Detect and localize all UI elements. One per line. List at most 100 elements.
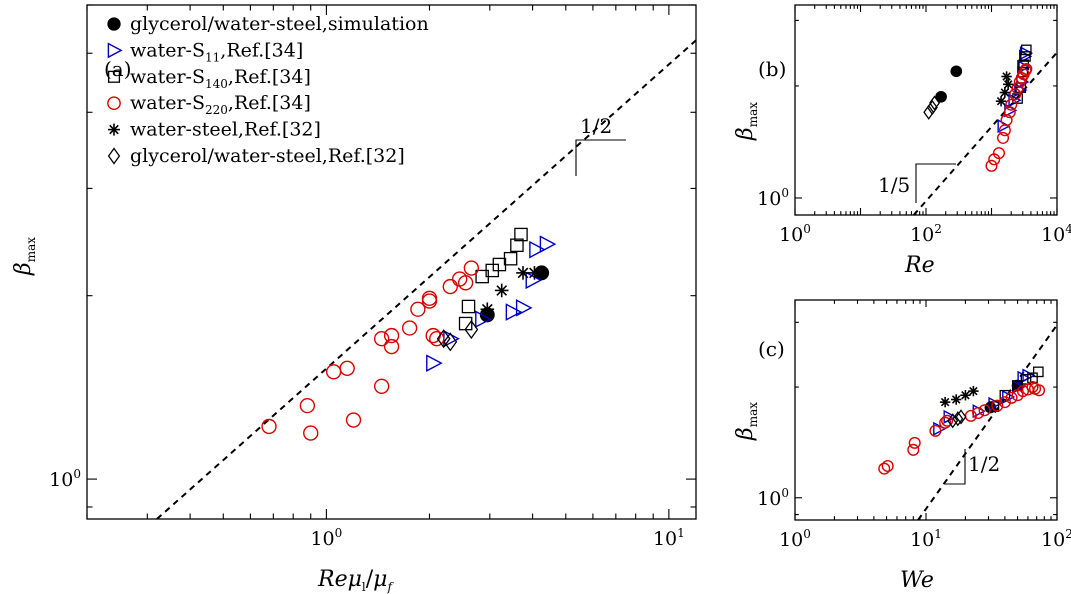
asterisk-stroke bbox=[1000, 88, 1010, 97]
legend-marker bbox=[107, 42, 123, 59]
data-point bbox=[1020, 44, 1032, 56]
data-point bbox=[947, 413, 959, 429]
legend-entry: glycerol/water-steel,Ref.[32] bbox=[107, 145, 405, 167]
data-point bbox=[510, 238, 524, 253]
panel-a-series-2 bbox=[458, 227, 528, 331]
data-point bbox=[999, 389, 1011, 401]
data-point bbox=[401, 320, 418, 336]
legend-marker bbox=[108, 123, 120, 136]
asterisk-stroke bbox=[481, 303, 493, 315]
data-point bbox=[939, 416, 952, 429]
data-point bbox=[933, 421, 947, 436]
data-point bbox=[985, 159, 998, 172]
panel-c-xlabel: We bbox=[900, 568, 934, 593]
panel-b-series-3 bbox=[985, 63, 1033, 172]
legend-label: glycerol/water-steel,Ref.[32] bbox=[130, 145, 405, 167]
panel-c-plot bbox=[878, 324, 1057, 520]
panel-c-series-5 bbox=[947, 409, 967, 429]
data-point bbox=[442, 278, 458, 295]
data-point bbox=[475, 310, 492, 329]
data-point bbox=[1032, 366, 1044, 378]
data-point bbox=[539, 235, 557, 253]
x-tick-label: 101 bbox=[910, 527, 942, 551]
panel-a-ylabel: βmax bbox=[11, 237, 38, 276]
data-point bbox=[421, 293, 438, 309]
x-tick-label: 104 bbox=[1041, 222, 1071, 246]
data-point bbox=[1027, 372, 1038, 384]
asterisk-stroke bbox=[951, 395, 961, 404]
data-point bbox=[939, 396, 951, 408]
x-tick-label: 100 bbox=[779, 527, 811, 551]
data-point bbox=[950, 394, 962, 405]
panel-a-series-4 bbox=[480, 266, 542, 317]
data-point bbox=[410, 301, 426, 317]
data-point bbox=[881, 459, 894, 473]
data-point bbox=[1001, 71, 1012, 82]
y-tick-label: 100 bbox=[49, 467, 81, 491]
data-point bbox=[968, 385, 979, 397]
x-tick-label: 100 bbox=[310, 526, 342, 550]
panel-c-label: (c) bbox=[758, 337, 785, 361]
data-point bbox=[1000, 113, 1013, 127]
data-point bbox=[1005, 391, 1018, 404]
legend-marker bbox=[107, 17, 121, 31]
data-point bbox=[527, 266, 542, 280]
panel-a: 100 101 100 glycerol/water-steel,simulatio… bbox=[11, 4, 697, 594]
data-point bbox=[325, 364, 342, 380]
legend-entry: water-S220,Ref.[34] bbox=[107, 92, 311, 117]
panel-a-ticks: 100 101 100 bbox=[49, 4, 696, 550]
legend-label: water-S220,Ref.[34] bbox=[130, 92, 311, 117]
x-tick-label: 102 bbox=[910, 222, 942, 246]
legend-label: glycerol/water-steel,simulation bbox=[130, 13, 429, 35]
data-point bbox=[303, 425, 319, 441]
x-tick-label: 102 bbox=[1041, 527, 1071, 551]
data-point bbox=[515, 299, 533, 317]
data-point bbox=[1033, 384, 1046, 397]
data-point bbox=[878, 462, 891, 475]
data-point bbox=[1011, 82, 1024, 95]
panel-a-xlabel: Reμl/μf bbox=[317, 567, 394, 594]
data-point bbox=[997, 119, 1011, 134]
data-point bbox=[383, 338, 400, 355]
data-point bbox=[1017, 66, 1029, 78]
panel-b-fit-line bbox=[912, 51, 1057, 215]
asterisk-stroke bbox=[1003, 80, 1013, 89]
data-point bbox=[1026, 381, 1039, 394]
panel-a-frame bbox=[86, 4, 697, 520]
data-point bbox=[1019, 49, 1033, 64]
data-point bbox=[464, 319, 479, 340]
data-point bbox=[339, 360, 355, 376]
data-point bbox=[457, 275, 474, 291]
data-point bbox=[923, 104, 935, 120]
data-point bbox=[373, 378, 390, 394]
panel-b-plot bbox=[912, 44, 1057, 215]
x-tick-label: 101 bbox=[653, 526, 685, 550]
panel-c-slope-label: 1/2 bbox=[968, 452, 1000, 476]
data-point bbox=[978, 404, 991, 417]
data-point bbox=[345, 412, 362, 428]
data-point bbox=[383, 327, 400, 344]
data-point bbox=[505, 303, 523, 321]
data-point bbox=[299, 397, 316, 414]
data-point bbox=[1005, 98, 1018, 111]
data-point bbox=[941, 414, 954, 427]
panel-b-series-4 bbox=[995, 71, 1014, 107]
data-point bbox=[999, 87, 1011, 98]
data-point bbox=[935, 90, 947, 103]
data-point bbox=[373, 331, 390, 347]
legend-entry: water-S11,Ref.[34] bbox=[107, 39, 303, 64]
data-point bbox=[443, 332, 458, 352]
data-point bbox=[907, 443, 920, 456]
asterisk-stroke bbox=[496, 285, 508, 296]
panel-b-label: (b) bbox=[758, 57, 786, 81]
panel-b-ylabel: βmax bbox=[733, 102, 760, 141]
panel-b-slope-triangle: 1/5 bbox=[878, 163, 956, 203]
panel-a-plot bbox=[156, 39, 696, 519]
asterisk-stroke bbox=[996, 96, 1006, 106]
legend-marker bbox=[107, 147, 121, 165]
panel-c-frame bbox=[794, 299, 1058, 521]
panel-a-series-5 bbox=[436, 319, 479, 352]
panel-c-series-4 bbox=[939, 385, 979, 408]
data-point bbox=[516, 266, 530, 280]
